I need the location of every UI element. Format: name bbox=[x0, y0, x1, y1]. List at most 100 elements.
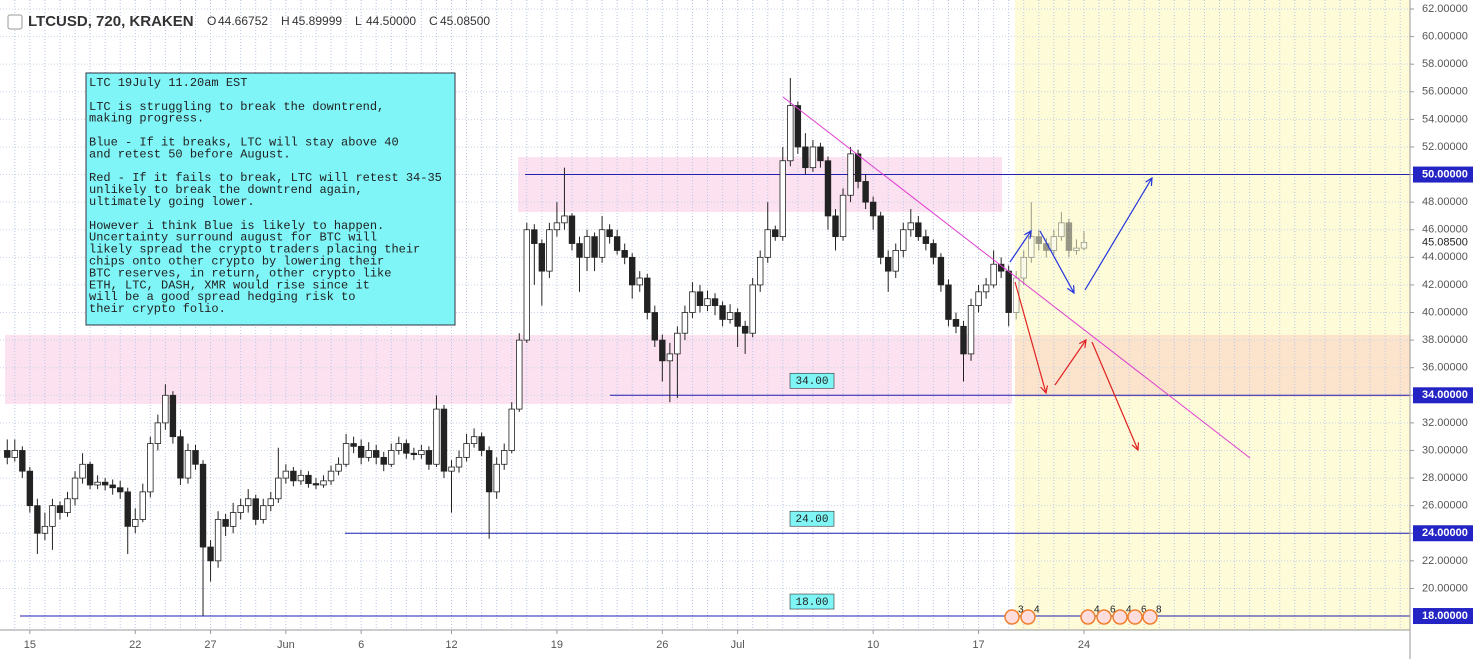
candle-body bbox=[192, 450, 199, 465]
ohlc-value: 44.66752 bbox=[218, 14, 268, 28]
event-marker bbox=[1096, 609, 1112, 625]
candle-body bbox=[1028, 236, 1035, 258]
candle bbox=[644, 273, 651, 320]
candle-body bbox=[56, 505, 64, 513]
note-line: However i think Blue is likely to happen… bbox=[89, 219, 384, 233]
candle bbox=[418, 444, 425, 459]
candle bbox=[990, 250, 997, 288]
candle bbox=[132, 508, 139, 534]
y-tick-label: 46.00000 bbox=[1422, 224, 1468, 236]
candle-body bbox=[1035, 236, 1042, 244]
candle-body bbox=[516, 339, 523, 410]
candle-body bbox=[49, 505, 56, 527]
candle-body bbox=[598, 229, 606, 258]
candle-body bbox=[229, 512, 237, 527]
candle bbox=[455, 450, 463, 473]
y-tick-label: 20.00000 bbox=[1422, 582, 1468, 594]
candle-body bbox=[357, 445, 365, 458]
candle-body bbox=[463, 443, 470, 458]
candle-body bbox=[470, 436, 478, 444]
candle bbox=[275, 447, 282, 503]
x-tick-label: 19 bbox=[551, 639, 563, 651]
note-line: will be a good spread hedging risk to bbox=[89, 290, 355, 304]
candle-body bbox=[41, 525, 49, 534]
candle-body bbox=[583, 236, 591, 258]
candle bbox=[485, 446, 493, 539]
blue-arrow bbox=[1039, 230, 1074, 293]
candle bbox=[463, 433, 470, 462]
x-tick-label: 22 bbox=[129, 639, 141, 651]
candle bbox=[470, 428, 478, 448]
event-marker bbox=[1127, 609, 1143, 625]
candle-body bbox=[109, 484, 116, 489]
x-tick-label: 26 bbox=[656, 639, 668, 651]
candle bbox=[952, 312, 960, 334]
level-axis-label: 18.00000 bbox=[1422, 610, 1468, 622]
note-line: their crypto folio. bbox=[89, 302, 226, 316]
candle-body bbox=[719, 305, 726, 320]
candle-body bbox=[787, 105, 794, 162]
candle-body bbox=[689, 291, 696, 313]
candle bbox=[312, 478, 320, 490]
candle-body bbox=[312, 483, 320, 486]
candle-body bbox=[741, 325, 749, 334]
blue-arrow bbox=[1009, 231, 1031, 263]
candle bbox=[606, 224, 613, 244]
candle bbox=[245, 489, 252, 513]
candle-body bbox=[373, 450, 380, 458]
symbol-icon[interactable] bbox=[7, 14, 23, 30]
candle bbox=[101, 478, 109, 491]
support-zone-future bbox=[1015, 335, 1410, 397]
candle bbox=[531, 224, 538, 285]
candle bbox=[493, 457, 500, 499]
level-axis-box bbox=[1413, 166, 1473, 183]
x-tick-label: 24 bbox=[1078, 639, 1090, 651]
candle bbox=[651, 305, 658, 348]
event-count: 4 bbox=[1126, 605, 1132, 616]
x-tick-label: Jun bbox=[277, 639, 295, 651]
candle bbox=[711, 293, 719, 316]
candle bbox=[930, 239, 937, 265]
candle bbox=[350, 436, 357, 454]
note-line: ETH, LTC, DASH, XMR would rise since it bbox=[89, 278, 370, 292]
candle bbox=[71, 471, 79, 506]
candle bbox=[621, 243, 628, 265]
candle bbox=[817, 142, 824, 168]
x-tick-label: Jul bbox=[731, 639, 745, 651]
candle bbox=[900, 222, 907, 258]
symbol: LTCUSD, 720, KRAKEN bbox=[28, 13, 194, 30]
candle-body bbox=[214, 519, 222, 562]
candle bbox=[613, 229, 621, 255]
candle-body bbox=[644, 277, 651, 313]
candle bbox=[538, 239, 546, 306]
note-line: unlikely to break the downtrend again, bbox=[89, 183, 363, 197]
candle bbox=[1058, 211, 1065, 241]
event-count: 6 bbox=[1110, 605, 1116, 616]
candle bbox=[960, 320, 967, 382]
candle-body bbox=[26, 470, 34, 507]
candle bbox=[357, 439, 365, 465]
candle-body bbox=[410, 452, 418, 456]
candle-body bbox=[117, 487, 124, 493]
candle-body bbox=[621, 250, 628, 258]
candle-body bbox=[952, 319, 960, 327]
y-tick-label: 40.00000 bbox=[1422, 306, 1468, 318]
level-tag-box bbox=[789, 593, 835, 610]
candle bbox=[365, 442, 372, 462]
ohlc-key: C bbox=[429, 14, 438, 28]
candle-body bbox=[696, 291, 704, 307]
y-tick-label: 48.00000 bbox=[1422, 196, 1468, 208]
candle bbox=[34, 498, 41, 554]
candle-body bbox=[207, 546, 214, 562]
note-line: likely spread the crypto traders placing… bbox=[89, 243, 420, 257]
candle bbox=[433, 395, 440, 468]
candle-body bbox=[1058, 222, 1065, 238]
candle bbox=[501, 443, 508, 470]
candle bbox=[689, 282, 696, 319]
x-tick-label: 27 bbox=[204, 639, 216, 651]
candle-body bbox=[847, 153, 854, 196]
y-tick-label: 54.00000 bbox=[1422, 113, 1468, 125]
candle bbox=[794, 101, 802, 154]
note-line: BTC reserves, in return, other crypto li… bbox=[89, 266, 391, 280]
